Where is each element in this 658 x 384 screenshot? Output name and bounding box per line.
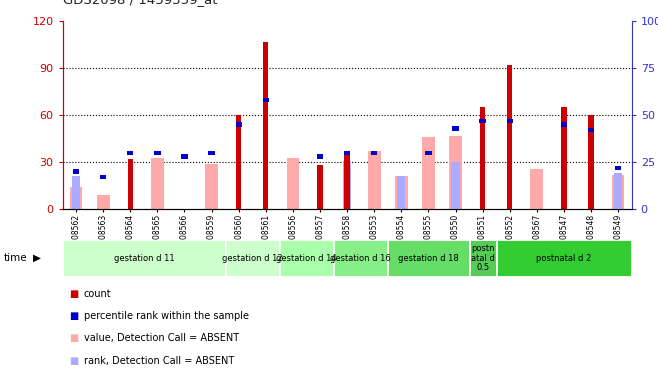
- Bar: [561, 122, 567, 127]
- Bar: [530, 169, 543, 209]
- Text: GDS2098 / 1459359_at: GDS2098 / 1459359_at: [63, 0, 217, 6]
- Bar: [480, 108, 485, 209]
- FancyBboxPatch shape: [63, 240, 224, 276]
- Text: postn
atal d
0.5: postn atal d 0.5: [470, 244, 495, 272]
- Text: gestation d 16: gestation d 16: [330, 254, 391, 263]
- FancyBboxPatch shape: [334, 240, 387, 276]
- Bar: [182, 154, 188, 159]
- Bar: [97, 195, 109, 209]
- Text: gestation d 14: gestation d 14: [276, 254, 337, 263]
- FancyBboxPatch shape: [226, 240, 279, 276]
- Bar: [507, 119, 513, 123]
- Bar: [612, 175, 624, 209]
- Bar: [588, 128, 594, 132]
- Bar: [263, 41, 268, 209]
- Bar: [205, 164, 218, 209]
- Bar: [368, 151, 380, 209]
- Bar: [425, 151, 432, 155]
- FancyBboxPatch shape: [280, 240, 333, 276]
- Bar: [70, 187, 82, 209]
- Bar: [128, 159, 133, 209]
- Bar: [588, 115, 594, 209]
- Bar: [236, 115, 241, 209]
- Bar: [615, 166, 621, 170]
- Text: rank, Detection Call = ABSENT: rank, Detection Call = ABSENT: [84, 356, 234, 366]
- Bar: [317, 154, 323, 159]
- Text: postnatal d 2: postnatal d 2: [536, 254, 592, 263]
- Bar: [507, 65, 513, 209]
- Bar: [151, 157, 164, 209]
- Text: count: count: [84, 289, 111, 299]
- Text: value, Detection Call = ABSENT: value, Detection Call = ABSENT: [84, 333, 239, 343]
- Bar: [286, 157, 299, 209]
- Text: gestation d 11: gestation d 11: [114, 254, 174, 263]
- Bar: [209, 151, 215, 155]
- Bar: [154, 151, 161, 155]
- Bar: [480, 119, 486, 123]
- Bar: [453, 126, 459, 131]
- Text: ■: ■: [69, 311, 78, 321]
- Text: percentile rank within the sample: percentile rank within the sample: [84, 311, 249, 321]
- Bar: [451, 162, 459, 209]
- Bar: [73, 169, 79, 174]
- Text: ■: ■: [69, 356, 78, 366]
- Bar: [449, 136, 462, 209]
- Bar: [343, 161, 351, 209]
- Text: gestation d 12: gestation d 12: [222, 254, 282, 263]
- Bar: [395, 176, 408, 209]
- Bar: [344, 151, 350, 155]
- Bar: [317, 166, 322, 209]
- FancyBboxPatch shape: [470, 240, 495, 276]
- Bar: [614, 173, 622, 209]
- FancyBboxPatch shape: [497, 240, 631, 276]
- Text: time: time: [3, 253, 27, 263]
- Text: ■: ■: [69, 289, 78, 299]
- Bar: [397, 176, 405, 209]
- Text: gestation d 18: gestation d 18: [398, 254, 459, 263]
- Bar: [371, 151, 377, 155]
- FancyBboxPatch shape: [388, 240, 468, 276]
- Bar: [236, 122, 241, 127]
- Bar: [345, 153, 349, 209]
- Text: ▶: ▶: [33, 253, 41, 263]
- Bar: [100, 175, 107, 179]
- Bar: [72, 176, 80, 209]
- Bar: [127, 151, 134, 155]
- Bar: [422, 137, 435, 209]
- Bar: [263, 98, 269, 103]
- Text: ■: ■: [69, 333, 78, 343]
- Bar: [561, 108, 567, 209]
